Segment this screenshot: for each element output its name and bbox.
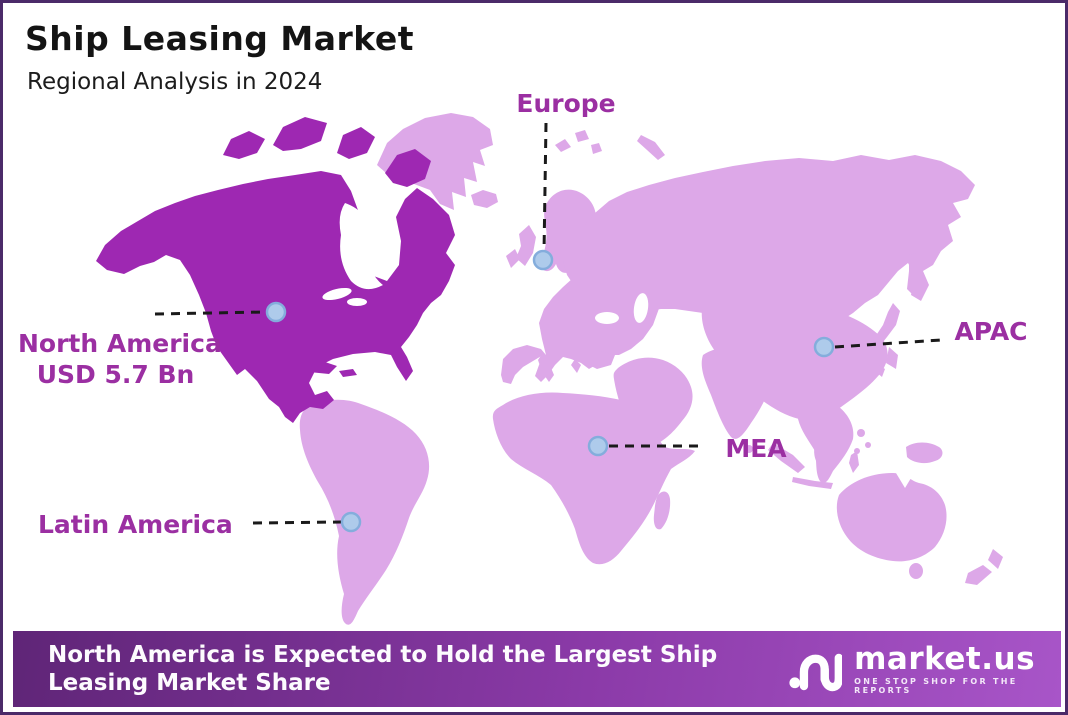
north-america-label: North America USD 5.7 Bn — [18, 328, 222, 390]
marketus-logo-icon — [789, 653, 843, 691]
hudson-bay — [339, 203, 383, 290]
black-sea — [595, 312, 619, 324]
apac-leader-line — [834, 338, 942, 349]
new-guinea-region — [906, 442, 943, 464]
ireland-region — [506, 249, 520, 268]
australia-region — [836, 473, 947, 562]
greece-region — [571, 359, 581, 373]
latin-america-leader-line — [252, 520, 342, 525]
canadian-arctic-islands — [223, 117, 375, 159]
sri-lanka-region — [745, 445, 753, 453]
japan-region — [867, 303, 900, 355]
europe-leader-line — [542, 122, 548, 254]
world-map — [96, 113, 1003, 625]
africa-region — [492, 392, 695, 565]
apac-marker — [813, 336, 835, 358]
north-america-leader-line — [154, 310, 266, 316]
arctic-isles — [555, 130, 602, 154]
mea-marker — [587, 435, 609, 457]
footer-bar: North America is Expected to Hold the La… — [13, 631, 1061, 707]
greenland-region — [377, 113, 493, 210]
great-lakes — [322, 287, 352, 301]
latin-america-marker — [340, 511, 362, 533]
italy-region — [538, 354, 554, 382]
great-lakes-2 — [347, 298, 367, 306]
taiwan-region — [876, 365, 885, 377]
korea-region — [886, 347, 898, 369]
sakhalin-region — [907, 253, 918, 295]
philippines-region-3 — [854, 448, 860, 454]
brand-text-block: market.us ONE STOP SHOP FOR THE REPORTS — [854, 640, 1061, 695]
siberia-region — [563, 155, 975, 331]
new-zealand-south — [965, 565, 992, 585]
sumatra-region — [768, 443, 805, 473]
tasmania-region — [909, 563, 923, 579]
apac-label: APAC — [954, 317, 1028, 346]
philippines-region-2 — [865, 442, 871, 448]
iceland-region — [471, 190, 498, 208]
madagascar-region — [653, 491, 671, 530]
north-america-label-value: USD 5.7 Bn — [36, 360, 195, 389]
borneo-region — [814, 441, 840, 469]
philippines-region — [857, 429, 865, 437]
se-asia-region — [797, 399, 854, 484]
india-region — [701, 347, 773, 439]
caspian-sea — [633, 293, 649, 323]
new-zealand-north — [988, 549, 1003, 569]
gulf-of-carpentaria — [896, 473, 914, 488]
uk-region — [516, 225, 536, 266]
baffin-island — [385, 149, 431, 187]
north-america-marker — [265, 301, 287, 323]
north-america-label-name: North America — [18, 329, 222, 358]
latin-america-label: Latin America — [38, 510, 233, 539]
footer-headline: North America is Expected to Hold the La… — [48, 642, 718, 696]
europe-marker — [532, 249, 554, 271]
novaya-zemlya — [637, 135, 665, 160]
mea-label: MEA — [725, 434, 787, 463]
page-subtitle: Regional Analysis in 2024 — [27, 69, 323, 95]
sulawesi-region — [849, 451, 859, 473]
caribbean-islands — [299, 360, 357, 377]
china-region — [701, 297, 888, 421]
java-region — [792, 477, 833, 489]
page-title: Ship Leasing Market — [25, 19, 415, 58]
south-america-region — [299, 399, 430, 625]
europe-label: Europe — [516, 89, 616, 118]
north-america-region — [96, 171, 455, 423]
brand-logo: market.us ONE STOP SHOP FOR THE REPORTS — [789, 631, 1061, 707]
brand-name: market.us — [854, 640, 1036, 677]
brand-tagline: ONE STOP SHOP FOR THE REPORTS — [854, 676, 1018, 695]
turkey-region — [585, 351, 615, 369]
